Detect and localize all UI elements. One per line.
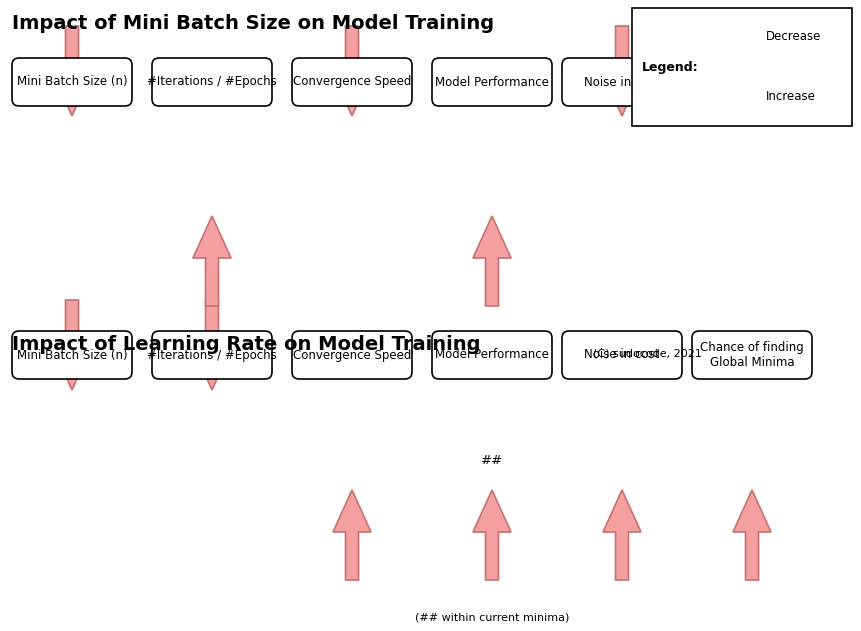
FancyBboxPatch shape xyxy=(432,331,552,379)
Polygon shape xyxy=(193,300,231,390)
FancyBboxPatch shape xyxy=(562,58,682,106)
Polygon shape xyxy=(333,26,371,116)
Polygon shape xyxy=(53,26,91,116)
Text: Model Performance: Model Performance xyxy=(435,76,549,88)
FancyBboxPatch shape xyxy=(562,331,682,379)
Polygon shape xyxy=(603,490,641,580)
Text: (C) sudocode, 2021: (C) sudocode, 2021 xyxy=(593,348,702,358)
FancyBboxPatch shape xyxy=(292,58,412,106)
Text: Impact of Learning Rate on Model Training: Impact of Learning Rate on Model Trainin… xyxy=(12,335,480,354)
Polygon shape xyxy=(742,10,758,50)
Text: #Iterations / #Epochs: #Iterations / #Epochs xyxy=(147,76,277,88)
Text: Convergence Speed: Convergence Speed xyxy=(293,348,412,362)
Polygon shape xyxy=(473,216,511,306)
Text: Legend:: Legend: xyxy=(642,61,698,73)
Polygon shape xyxy=(742,80,758,120)
FancyBboxPatch shape xyxy=(292,331,412,379)
Polygon shape xyxy=(53,300,91,390)
Polygon shape xyxy=(473,490,511,580)
Text: Convergence Speed: Convergence Speed xyxy=(293,76,412,88)
FancyBboxPatch shape xyxy=(692,331,812,379)
FancyBboxPatch shape xyxy=(152,58,272,106)
FancyBboxPatch shape xyxy=(12,331,132,379)
Polygon shape xyxy=(333,490,371,580)
Text: Impact of Mini Batch Size on Model Training: Impact of Mini Batch Size on Model Train… xyxy=(12,14,494,33)
Text: Chance of finding
Global Minima: Chance of finding Global Minima xyxy=(700,68,804,96)
Text: Model Performance: Model Performance xyxy=(435,348,549,362)
Text: ##: ## xyxy=(481,454,503,466)
Text: Noise in cost: Noise in cost xyxy=(585,348,660,362)
Polygon shape xyxy=(193,216,231,306)
Text: Decrease: Decrease xyxy=(766,30,821,42)
Text: Chance of finding
Global Minima: Chance of finding Global Minima xyxy=(700,341,804,369)
Text: #Iterations / #Epochs: #Iterations / #Epochs xyxy=(147,348,277,362)
Polygon shape xyxy=(733,490,771,580)
Polygon shape xyxy=(733,26,771,116)
Text: Increase: Increase xyxy=(766,90,816,102)
Text: (## within current minima): (## within current minima) xyxy=(415,612,569,622)
Text: Noise in cost: Noise in cost xyxy=(585,76,660,88)
FancyBboxPatch shape xyxy=(152,331,272,379)
FancyBboxPatch shape xyxy=(12,58,132,106)
Text: Mini Batch Size (n): Mini Batch Size (n) xyxy=(16,348,127,362)
Text: Mini Batch Size (n): Mini Batch Size (n) xyxy=(16,76,127,88)
FancyBboxPatch shape xyxy=(432,58,552,106)
FancyBboxPatch shape xyxy=(692,58,812,106)
Polygon shape xyxy=(603,26,641,116)
Bar xyxy=(632,8,852,126)
